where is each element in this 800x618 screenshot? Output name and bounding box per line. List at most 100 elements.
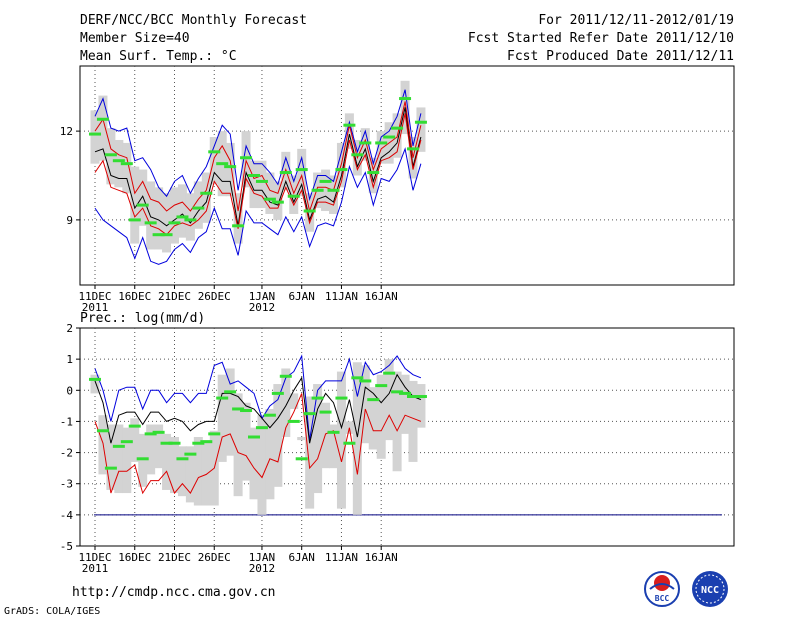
prec-y-tick-label: -1 [60,415,73,428]
grads-credit: GrADS: COLA/IGES [4,606,100,617]
temp-ensemble-box [177,184,187,238]
temp-ensemble-box [90,110,100,164]
prec-ensemble-box [329,424,338,469]
prec-x-tick-label: 16DEC [118,551,151,564]
temp-x-tick-label: 1JAN [249,290,276,303]
prec-ensemble-box [416,384,426,428]
temp-ensemble-box [114,139,124,188]
prec-ensemble-box [170,437,179,494]
prec-ensemble-box [90,374,100,394]
prec-y-tick-label: 1 [66,353,73,366]
prec-x-tick-label: 1JAN [249,551,276,564]
prec-ensemble-box [154,424,164,469]
prec-ensemble-box [392,371,402,472]
prec-ensemble-box [241,402,251,481]
prec-plot-frame [79,327,735,547]
prec-ensemble-box [305,396,315,509]
forecast-start-label: Fcst Started Refer Date 2011/12/10 [468,31,734,46]
forecast-period-label: For 2011/12/11-2012/01/19 [538,13,734,28]
temp-ensemble-box [329,175,338,214]
ncc-logo: NCC [692,571,728,607]
prec-x-year-label: 2011 [82,562,109,575]
ncc-logo-ring [695,574,725,604]
ncc-logo-disc [692,571,728,607]
temp-x-tick-label: 11JAN [325,290,358,303]
prec-ensemble-box [376,374,386,459]
temp-ensemble-box [257,160,267,209]
temp-ensemble-box [416,107,426,152]
member-size-label: Member Size=40 [80,31,190,46]
precip-panel-title: Prec.: log(mm/d) [80,311,205,326]
prec-y-tick-label: 0 [66,384,73,397]
temp-x-tick-label: 11DEC [78,290,111,303]
prec-ensemble-box [257,415,267,515]
prec-ensemble-box [273,384,283,487]
bcc-logo-wave [649,583,675,590]
prec-ensemble-box [185,446,195,503]
temp-ensemble-box [122,142,132,194]
prec-ensemble-box [400,374,410,434]
ncc-logo-text: NCC [701,585,719,596]
prec-ensemble-box [201,440,211,506]
prec-ensemble-box [368,387,378,450]
prec-ensemble-box [313,384,323,494]
prec-ensemble-box [225,368,235,456]
temp-ensemble-box [225,142,235,197]
temp-ensemble-box [368,157,378,194]
prec-ensemble-box [162,433,172,490]
temp-ensemble-box [193,181,203,229]
temperature-panel: 11DEC 16DEC 21DEC 26DEC 1JAN 6JAN 11JAN 16JAN 20… [60,65,735,314]
prec-ensemble-box [233,393,243,497]
temp-ensemble-box [249,160,259,209]
bcc-logo: BCC [644,571,680,607]
temp-ensemble-box [344,113,354,149]
figure-title: DERF/NCC/BCC Monthly Forecast [80,13,307,28]
temp-ensemble-box [376,131,386,164]
prec-x-year-label: 2012 [249,562,276,575]
prec-ensemble-box [249,427,259,500]
prec-ensemble-box [138,433,148,487]
temp-ensemble-box [321,169,331,212]
prec-ensemble-box [217,374,227,462]
prec-x-tick-label: 11JAN [325,551,358,564]
temp-min-line [94,147,422,265]
temp-plot-frame [79,65,735,286]
prec-ensemble-box [352,362,362,515]
source-url: http://cmdp.ncc.cma.gov.cn [72,585,276,600]
prec-ensemble-box [193,437,203,506]
prec-ensemble-box [281,368,291,437]
precipitation-panel: 11DEC 16DEC 21DEC 26DEC 1JAN 6JAN 11JAN 16JAN20… [60,322,735,575]
forecast-produced-label: Fcst Produced Date 2011/12/11 [507,49,734,64]
prec-y-tick-label: -4 [60,509,74,522]
temp-ensemble-box [297,148,307,197]
temp-ensemble-box [209,137,219,185]
prec-x-tick-label: 11DEC [78,551,111,564]
prec-ensemble-box [336,371,346,509]
temp-ensemble-box [233,193,243,244]
temp-ensemble-box [130,166,140,244]
temp-x-tick-label: 21DEC [158,290,191,303]
temp-x-tick-label: 16JAN [365,290,398,303]
prec-ensemble-box [146,424,156,475]
prec-x-tick-label: 16JAN [365,551,398,564]
temp-x-tick-label: 6JAN [288,290,315,303]
prec-ensemble-box [384,359,394,441]
prec-lower-line [94,393,422,495]
temp-ensemble-box [170,187,179,244]
prec-x-tick-label: 21DEC [158,551,191,564]
temp-x-year-label: 2011 [82,301,109,314]
temp-ensemble-box [162,193,172,253]
prec-max-line [94,354,422,441]
prec-ensemble-box [122,427,132,494]
prec-ensemble-box [265,408,275,500]
prec-y-tick-label: -2 [60,447,73,460]
prec-ensemble-box [297,437,307,441]
prec-y-tick-label: 2 [66,322,73,335]
prec-x-tick-label: 26DEC [198,551,231,564]
prec-ensemble-box [360,365,370,444]
prec-ensemble-box [114,424,124,494]
temp-x-tick-label: 16DEC [118,290,151,303]
prec-ensemble-box [106,424,116,490]
temp-y-tick-label: 9 [66,214,73,227]
